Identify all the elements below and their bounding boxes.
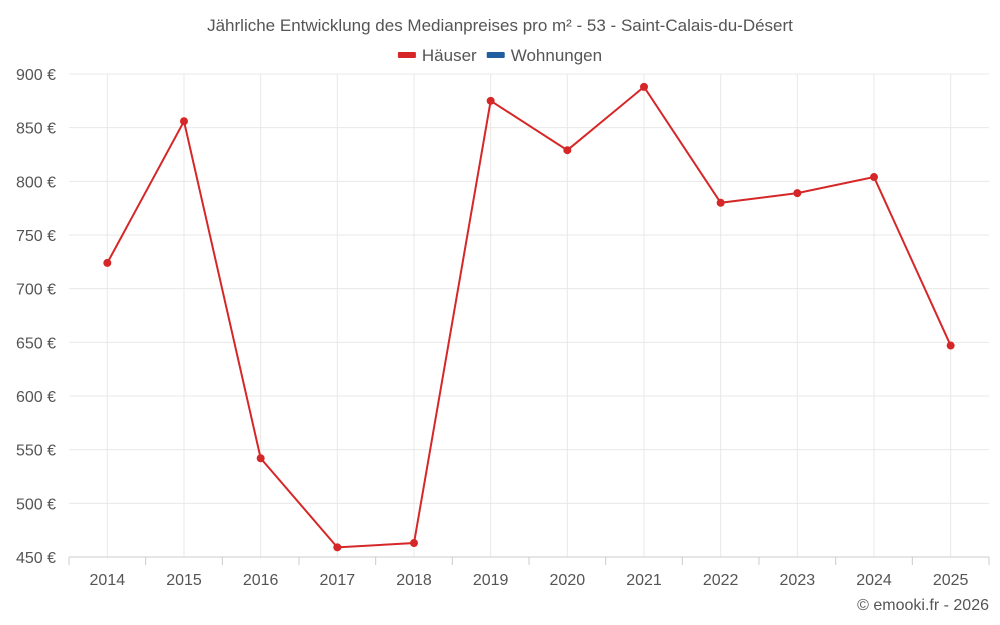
y-tick-label: 650 € (16, 335, 56, 352)
legend-item[interactable]: Häuser (397, 46, 477, 65)
y-tick-label: 600 € (16, 389, 56, 406)
legend: Häuser Wohnungen (397, 46, 602, 65)
x-tick-label: 2024 (856, 572, 892, 589)
legend-label: Wohnungen (511, 46, 602, 65)
credit-text: © emooki.fr - 2026 (857, 597, 989, 614)
y-tick-label: 750 € (16, 228, 56, 245)
x-tick-label: 2019 (473, 572, 509, 589)
x-axis: 2014 2015 2016 2017 2018 2019 2020 2021 2022 2023… (68, 556, 990, 589)
data-point[interactable] (333, 543, 342, 552)
x-tick-label: 2020 (550, 572, 586, 589)
y-tick-label: 900 € (16, 67, 56, 84)
x-tick-label: 2021 (626, 572, 662, 589)
data-point[interactable] (946, 341, 955, 350)
series-line-0 (106, 85, 952, 549)
x-tick-label: 2018 (396, 572, 432, 589)
legend-swatch (486, 52, 505, 58)
grid (69, 73, 989, 557)
data-point[interactable] (486, 96, 495, 105)
data-point[interactable] (716, 198, 725, 207)
data-point[interactable] (563, 146, 572, 155)
data-point[interactable] (870, 173, 878, 182)
data-point[interactable] (640, 82, 648, 91)
y-tick-label: 500 € (16, 496, 56, 513)
y-tick-label: 700 € (16, 282, 56, 299)
data-point[interactable] (180, 117, 188, 126)
legend-item[interactable]: Wohnungen (486, 46, 602, 65)
y-tick-label: 450 € (16, 550, 56, 567)
x-tick-label: 2025 (933, 572, 969, 589)
x-tick-label: 2017 (320, 572, 356, 589)
y-tick-label: 850 € (16, 121, 56, 138)
data-point[interactable] (103, 258, 112, 267)
y-axis: 900 € 850 € 800 € 750 € 700 € 650 € 600 € 550 €… (16, 67, 56, 567)
y-tick-label: 800 € (16, 174, 56, 191)
data-point[interactable] (793, 189, 802, 198)
legend-swatch (397, 52, 416, 58)
legend-label: Häuser (422, 46, 477, 65)
x-tick-label: 2015 (166, 572, 202, 589)
data-point[interactable] (256, 454, 265, 463)
x-tick-label: 2023 (780, 572, 816, 589)
y-tick-label: 550 € (16, 443, 56, 460)
data-point[interactable] (410, 539, 418, 548)
x-tick-label: 2016 (243, 572, 279, 589)
x-tick-label: 2014 (90, 572, 126, 589)
chart-title: Jährliche Entwicklung des Medianpreises … (207, 16, 793, 35)
x-tick-label: 2022 (703, 572, 739, 589)
series (103, 82, 955, 552)
